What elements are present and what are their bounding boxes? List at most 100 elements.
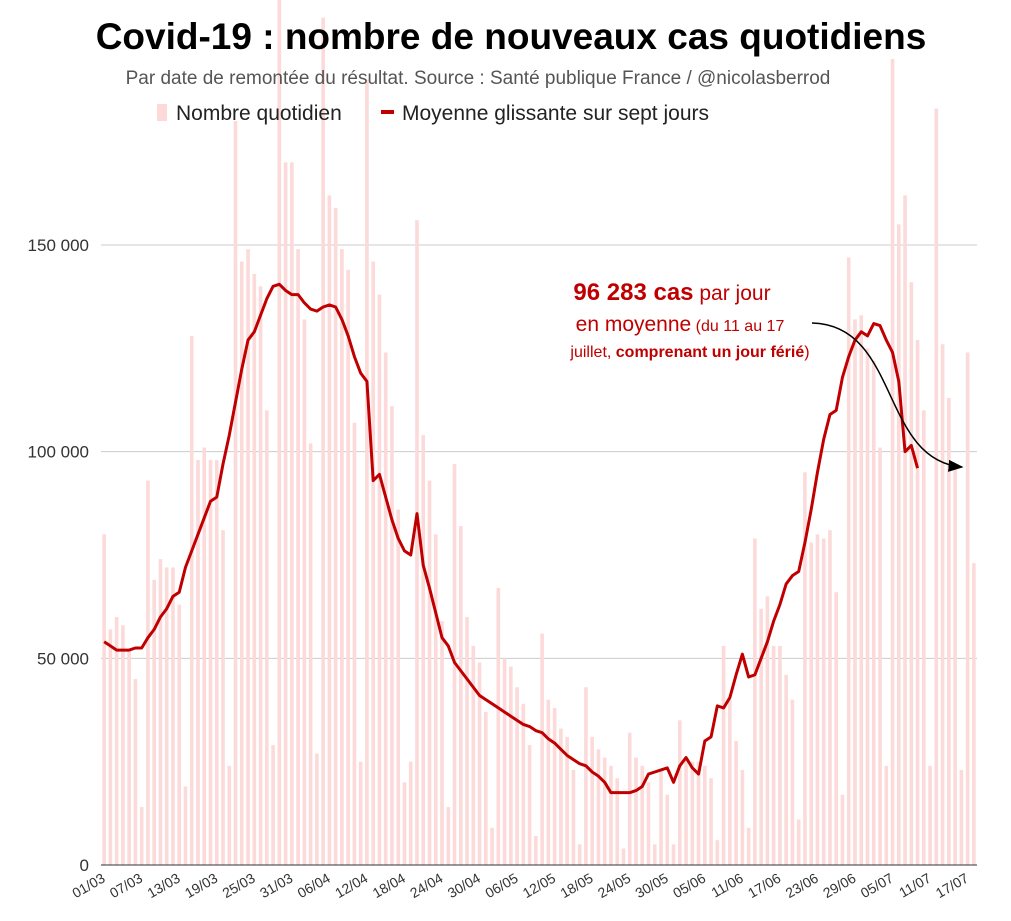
legend-line-label: Moyenne glissante sur sept jours [402, 102, 709, 125]
bar [534, 836, 538, 865]
bar [896, 224, 901, 865]
bar [728, 699, 732, 865]
annotation-arrow [811, 322, 964, 472]
bar [265, 410, 269, 865]
x-tick-label: 19/03 [182, 870, 221, 901]
bar [146, 480, 150, 865]
bar [546, 699, 551, 865]
bar [208, 459, 213, 865]
bar [196, 459, 200, 865]
annotation-average: en moyenne [576, 313, 692, 336]
bar [502, 658, 507, 865]
bar [158, 559, 163, 865]
bar [490, 827, 494, 865]
x-tick-label: 12/04 [332, 870, 371, 901]
bar [433, 534, 438, 865]
bar [239, 261, 244, 865]
bar [703, 765, 707, 865]
bar [753, 538, 757, 865]
y-tick-labels: 0 50 000 100 000 150 000 [28, 236, 89, 875]
bar [377, 294, 382, 866]
x-tick-label: 18/05 [557, 870, 596, 901]
bar [246, 249, 250, 865]
bar [296, 249, 300, 865]
x-tick-label: 24/04 [407, 870, 446, 901]
bar [415, 220, 419, 865]
bar [133, 679, 138, 865]
bar [521, 703, 526, 865]
y-tick-label: 150 000 [28, 236, 89, 255]
annotation-holiday: comprenant un jour férié [616, 344, 805, 361]
bar [596, 749, 601, 865]
annotation-value: 96 283 cas [573, 279, 693, 306]
legend-bars-label: Nombre quotidien [176, 102, 342, 125]
bar [327, 195, 332, 865]
bar [809, 542, 813, 865]
annotation-line-1: 96 283 cas par jour [573, 279, 770, 306]
bar [121, 625, 125, 865]
bar [765, 596, 770, 865]
bar [302, 319, 307, 865]
bar [934, 108, 939, 866]
bar [214, 459, 219, 865]
x-tick-label: 11/06 [708, 870, 746, 901]
bar [859, 315, 864, 865]
bar [202, 447, 207, 865]
bar [928, 765, 932, 865]
bar [965, 352, 970, 866]
bar [114, 617, 119, 865]
bar [696, 761, 701, 865]
bar [321, 17, 325, 866]
bar [471, 645, 476, 865]
bar [915, 340, 920, 865]
moving-average-line [103, 282, 920, 795]
bar [759, 608, 763, 865]
bar [271, 745, 275, 865]
x-tick-label: 05/06 [670, 870, 709, 901]
bar [427, 480, 432, 865]
bar [659, 769, 663, 865]
bar [959, 769, 964, 865]
bar [527, 745, 532, 865]
x-tick-label: 06/04 [295, 870, 334, 901]
bar [671, 844, 676, 865]
bar [308, 443, 313, 865]
bar [734, 741, 738, 865]
bar [840, 794, 845, 865]
bar [183, 786, 188, 865]
bar [496, 588, 501, 865]
bar [383, 352, 388, 866]
bar [640, 765, 645, 865]
bar [233, 121, 238, 865]
bar [396, 509, 401, 865]
bar [609, 765, 613, 865]
bar [152, 579, 156, 865]
bar [621, 848, 626, 865]
bar [571, 769, 576, 865]
x-tick-label: 17/07 [933, 870, 972, 901]
bar [458, 526, 463, 865]
bar [465, 617, 469, 865]
bar [340, 249, 344, 865]
bar [565, 736, 569, 865]
bar [333, 207, 338, 866]
chart-title: Covid-19 : nombre de nouveaux cas quotid… [96, 16, 927, 57]
x-tick-label: 06/05 [482, 870, 521, 901]
bar [665, 794, 670, 865]
bar [102, 534, 106, 865]
bar [221, 530, 225, 865]
bar [796, 819, 801, 865]
annotation-per-day: par jour [694, 282, 771, 305]
bar [721, 645, 726, 865]
bar [771, 645, 776, 865]
x-tick-label: 11/07 [896, 870, 934, 901]
x-tick-label: 30/05 [632, 870, 671, 901]
bar [909, 282, 914, 865]
annotation-line-2: en moyenne (du 11 au 17 [576, 313, 785, 336]
annotation-close-paren: ) [804, 344, 809, 361]
bar [139, 807, 144, 865]
x-tick-label: 23/06 [783, 870, 822, 901]
bar [828, 530, 832, 865]
bar [559, 728, 563, 865]
bar [815, 534, 820, 865]
